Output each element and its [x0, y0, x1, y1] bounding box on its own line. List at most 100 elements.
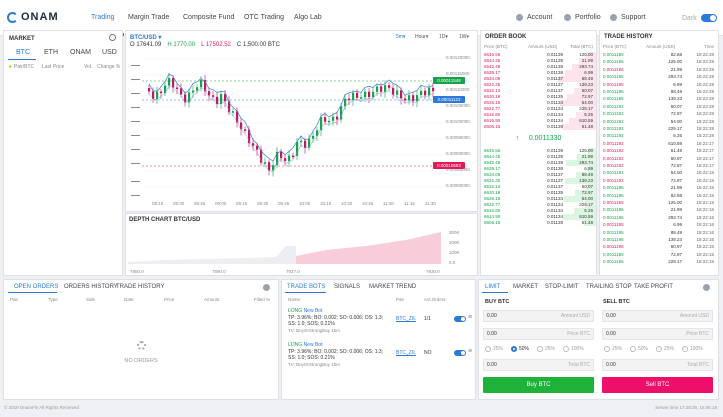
nav-tab-algo-lab[interactable]: Algo Lab	[294, 14, 322, 21]
tab-trade-history[interactable]: TRADE HISTORY	[116, 284, 165, 290]
bid-row[interactable]: 6638.17 0.01138 6.99	[481, 166, 596, 172]
zoom-tool-icon[interactable]	[131, 195, 140, 196]
arrow-tool-icon[interactable]	[131, 163, 140, 164]
sell-price-input[interactable]: 0.00 Price BTC	[602, 328, 713, 340]
bot-row[interactable]: LONG New Bot TP: 3.96%; BO: 0.002; SO: 0.…	[282, 308, 475, 340]
tab-stop-limit[interactable]: STOP-LIMIT	[545, 284, 579, 290]
sell-pct-25[interactable]: 25%	[604, 346, 622, 352]
pencil-tool-icon[interactable]	[131, 107, 140, 108]
col-change[interactable]: Change %	[97, 64, 121, 70]
menu-icon[interactable]: ≡	[468, 314, 473, 321]
bid-row[interactable]: 6632.13 0.01137 60.07	[481, 184, 596, 190]
ask-row[interactable]: 6646.56 0.01139 125.00	[481, 52, 596, 58]
interval-1w[interactable]: 1W▾	[459, 34, 470, 40]
measure-tool-icon[interactable]	[131, 181, 140, 182]
bid-row[interactable]: 6606.15 0.01139 61.48	[481, 220, 596, 226]
bid-row[interactable]: 6616.80 0.01134 5.25	[481, 208, 596, 214]
bot-toggle[interactable]	[454, 316, 466, 322]
bid-row[interactable]: 6642.48 0.01139 293.74	[481, 160, 596, 166]
nav-tab-margin-trade[interactable]: Margin Trade	[128, 14, 170, 21]
fib-tool-icon[interactable]	[131, 149, 140, 150]
ask-row[interactable]: 6606.15 0.01139 61.48	[481, 124, 596, 130]
tab-signals[interactable]: SIGNALS	[334, 284, 361, 290]
bid-row[interactable]: 6632.25 0.01137 139.23	[481, 178, 596, 184]
ask-row[interactable]: 6616.90 0.01134 610.59	[481, 118, 596, 124]
bot-pair[interactable]: BTC_ZIL	[396, 350, 417, 356]
buy-pct-50[interactable]: 50%	[511, 346, 529, 352]
market-tab-btc[interactable]: BTC	[16, 49, 30, 56]
account-link[interactable]: Account	[516, 14, 552, 21]
buy-button[interactable]: Buy BTC	[483, 377, 594, 393]
bid-row[interactable]: 6630.18 0.01135 72.97	[481, 190, 596, 196]
tab-trailing-stop[interactable]: TRAILING STOP	[586, 284, 632, 290]
ask-row[interactable]: 6616.80 0.01134 5.25	[481, 112, 596, 118]
tab-limit[interactable]: LIMIT	[485, 284, 501, 290]
ask-row[interactable]: 6642.48 0.01139 293.74	[481, 64, 596, 70]
bid-row[interactable]: 6646.56 0.01139 125.00	[481, 148, 596, 154]
crosshair-tool-icon[interactable]	[131, 65, 140, 66]
col-last-price[interactable]: Last Price	[42, 64, 65, 70]
menu-icon[interactable]: ≡	[468, 348, 473, 355]
ask-row[interactable]: 6644.26 0.01139 21.99	[481, 58, 596, 64]
buy-amount-input[interactable]: 0.00 Amount USD	[483, 310, 594, 322]
ask-row[interactable]: 6626.19 0.01134 54.00	[481, 100, 596, 106]
ask-row[interactable]: 6632.13 0.01137 60.07	[481, 88, 596, 94]
support-link[interactable]: Support	[610, 14, 646, 21]
market-tab-usd[interactable]: USD	[102, 49, 117, 56]
portfolio-link[interactable]: Portfolio	[564, 14, 601, 21]
interval-5m[interactable]: 5m▾	[396, 34, 406, 40]
ask-row[interactable]: 6632.25 0.01137 139.23	[481, 82, 596, 88]
search-icon[interactable]	[109, 34, 116, 41]
pair-selector[interactable]: BTC/USD ▾	[130, 35, 162, 41]
bid-row[interactable]: 6614.90 0.01134 610.59	[481, 214, 596, 220]
sell-button[interactable]: Sell BTC	[602, 377, 713, 393]
pattern-tool-icon[interactable]	[131, 135, 140, 136]
depth-chart[interactable]: 7850.0 7890.0 7927.0 7930.0 300K 200K 100K 0.0	[126, 226, 478, 276]
sell-amount-input[interactable]: 0.00 Amount USD	[602, 310, 713, 322]
trendline-tool-icon[interactable]	[131, 79, 140, 80]
nav-tab-composite-fund[interactable]: Composite Fund	[183, 14, 235, 21]
bid-row[interactable]: 6644.26 0.01139 21.99	[481, 154, 596, 160]
brush-tool-icon[interactable]	[131, 93, 140, 94]
toggle-switch[interactable]	[700, 14, 717, 22]
bot-name[interactable]: New Bot	[303, 308, 323, 314]
tab-take-profit[interactable]: TAKE PROFIT	[634, 284, 673, 290]
sell-total-input[interactable]: 0.00 Total BTC	[602, 359, 713, 371]
tab-market-trend[interactable]: MARKET TREND	[369, 284, 417, 290]
interval-hour[interactable]: Hour▾	[415, 34, 429, 40]
buy-price-input[interactable]: 0.00 Price BTC	[483, 328, 594, 340]
bot-row[interactable]: LONG New Bot TP: 3.96%; BO: 0.002; SO: 0.…	[282, 342, 475, 374]
buy-pct-100[interactable]: 100%	[563, 346, 584, 352]
ask-row[interactable]: 6638.17 0.01138 6.99	[481, 70, 596, 76]
bot-toggle[interactable]	[454, 350, 466, 356]
bid-row[interactable]: 6634.08 0.01137 88.49	[481, 172, 596, 178]
market-tab-onam[interactable]: ONAM	[70, 49, 91, 56]
bot-name[interactable]: New Bot	[303, 342, 323, 348]
candlestick-chart[interactable]	[142, 53, 444, 203]
bot-pair[interactable]: BTC_ZIL	[396, 316, 417, 322]
theme-toggle[interactable]: Dark	[682, 14, 717, 22]
sell-pct-50[interactable]: 50%	[630, 346, 648, 352]
nav-tab-otc-trading[interactable]: OTC Trading	[244, 14, 285, 21]
text-tool-icon[interactable]	[131, 121, 140, 122]
help-icon[interactable]	[263, 284, 270, 291]
bid-row[interactable]: 6622.77 0.01134 229.17	[481, 202, 596, 208]
tab-orders-history[interactable]: ORDERS HISTORY	[64, 284, 118, 290]
buy-pct-25[interactable]: 25%	[485, 346, 503, 352]
buy-pct-75[interactable]: 25%	[537, 346, 555, 352]
tab-market[interactable]: MARKET	[513, 284, 539, 290]
sell-pct-75[interactable]: 25%	[656, 346, 674, 352]
interval-1d[interactable]: 1D▾	[439, 34, 448, 40]
ask-row[interactable]: 6630.18 0.01135 72.97	[481, 94, 596, 100]
tab-open-orders[interactable]: OPEN ORDERS	[14, 284, 59, 290]
help-icon[interactable]	[703, 284, 710, 291]
tab-trade-bots[interactable]: TRADE BOTS	[287, 284, 326, 290]
market-tab-eth[interactable]: ETH	[44, 49, 58, 56]
col-vol[interactable]: Vol.	[84, 64, 93, 70]
logo[interactable]: ONAM	[7, 11, 59, 23]
sell-pct-100[interactable]: 100%	[682, 346, 703, 352]
nav-tab-trading[interactable]: Trading	[91, 14, 115, 21]
ask-row[interactable]: 6634.08 0.01137 88.49	[481, 76, 596, 82]
buy-total-input[interactable]: 0.00 Total BTC	[483, 359, 594, 371]
bid-row[interactable]: 6626.19 0.01134 54.00	[481, 196, 596, 202]
